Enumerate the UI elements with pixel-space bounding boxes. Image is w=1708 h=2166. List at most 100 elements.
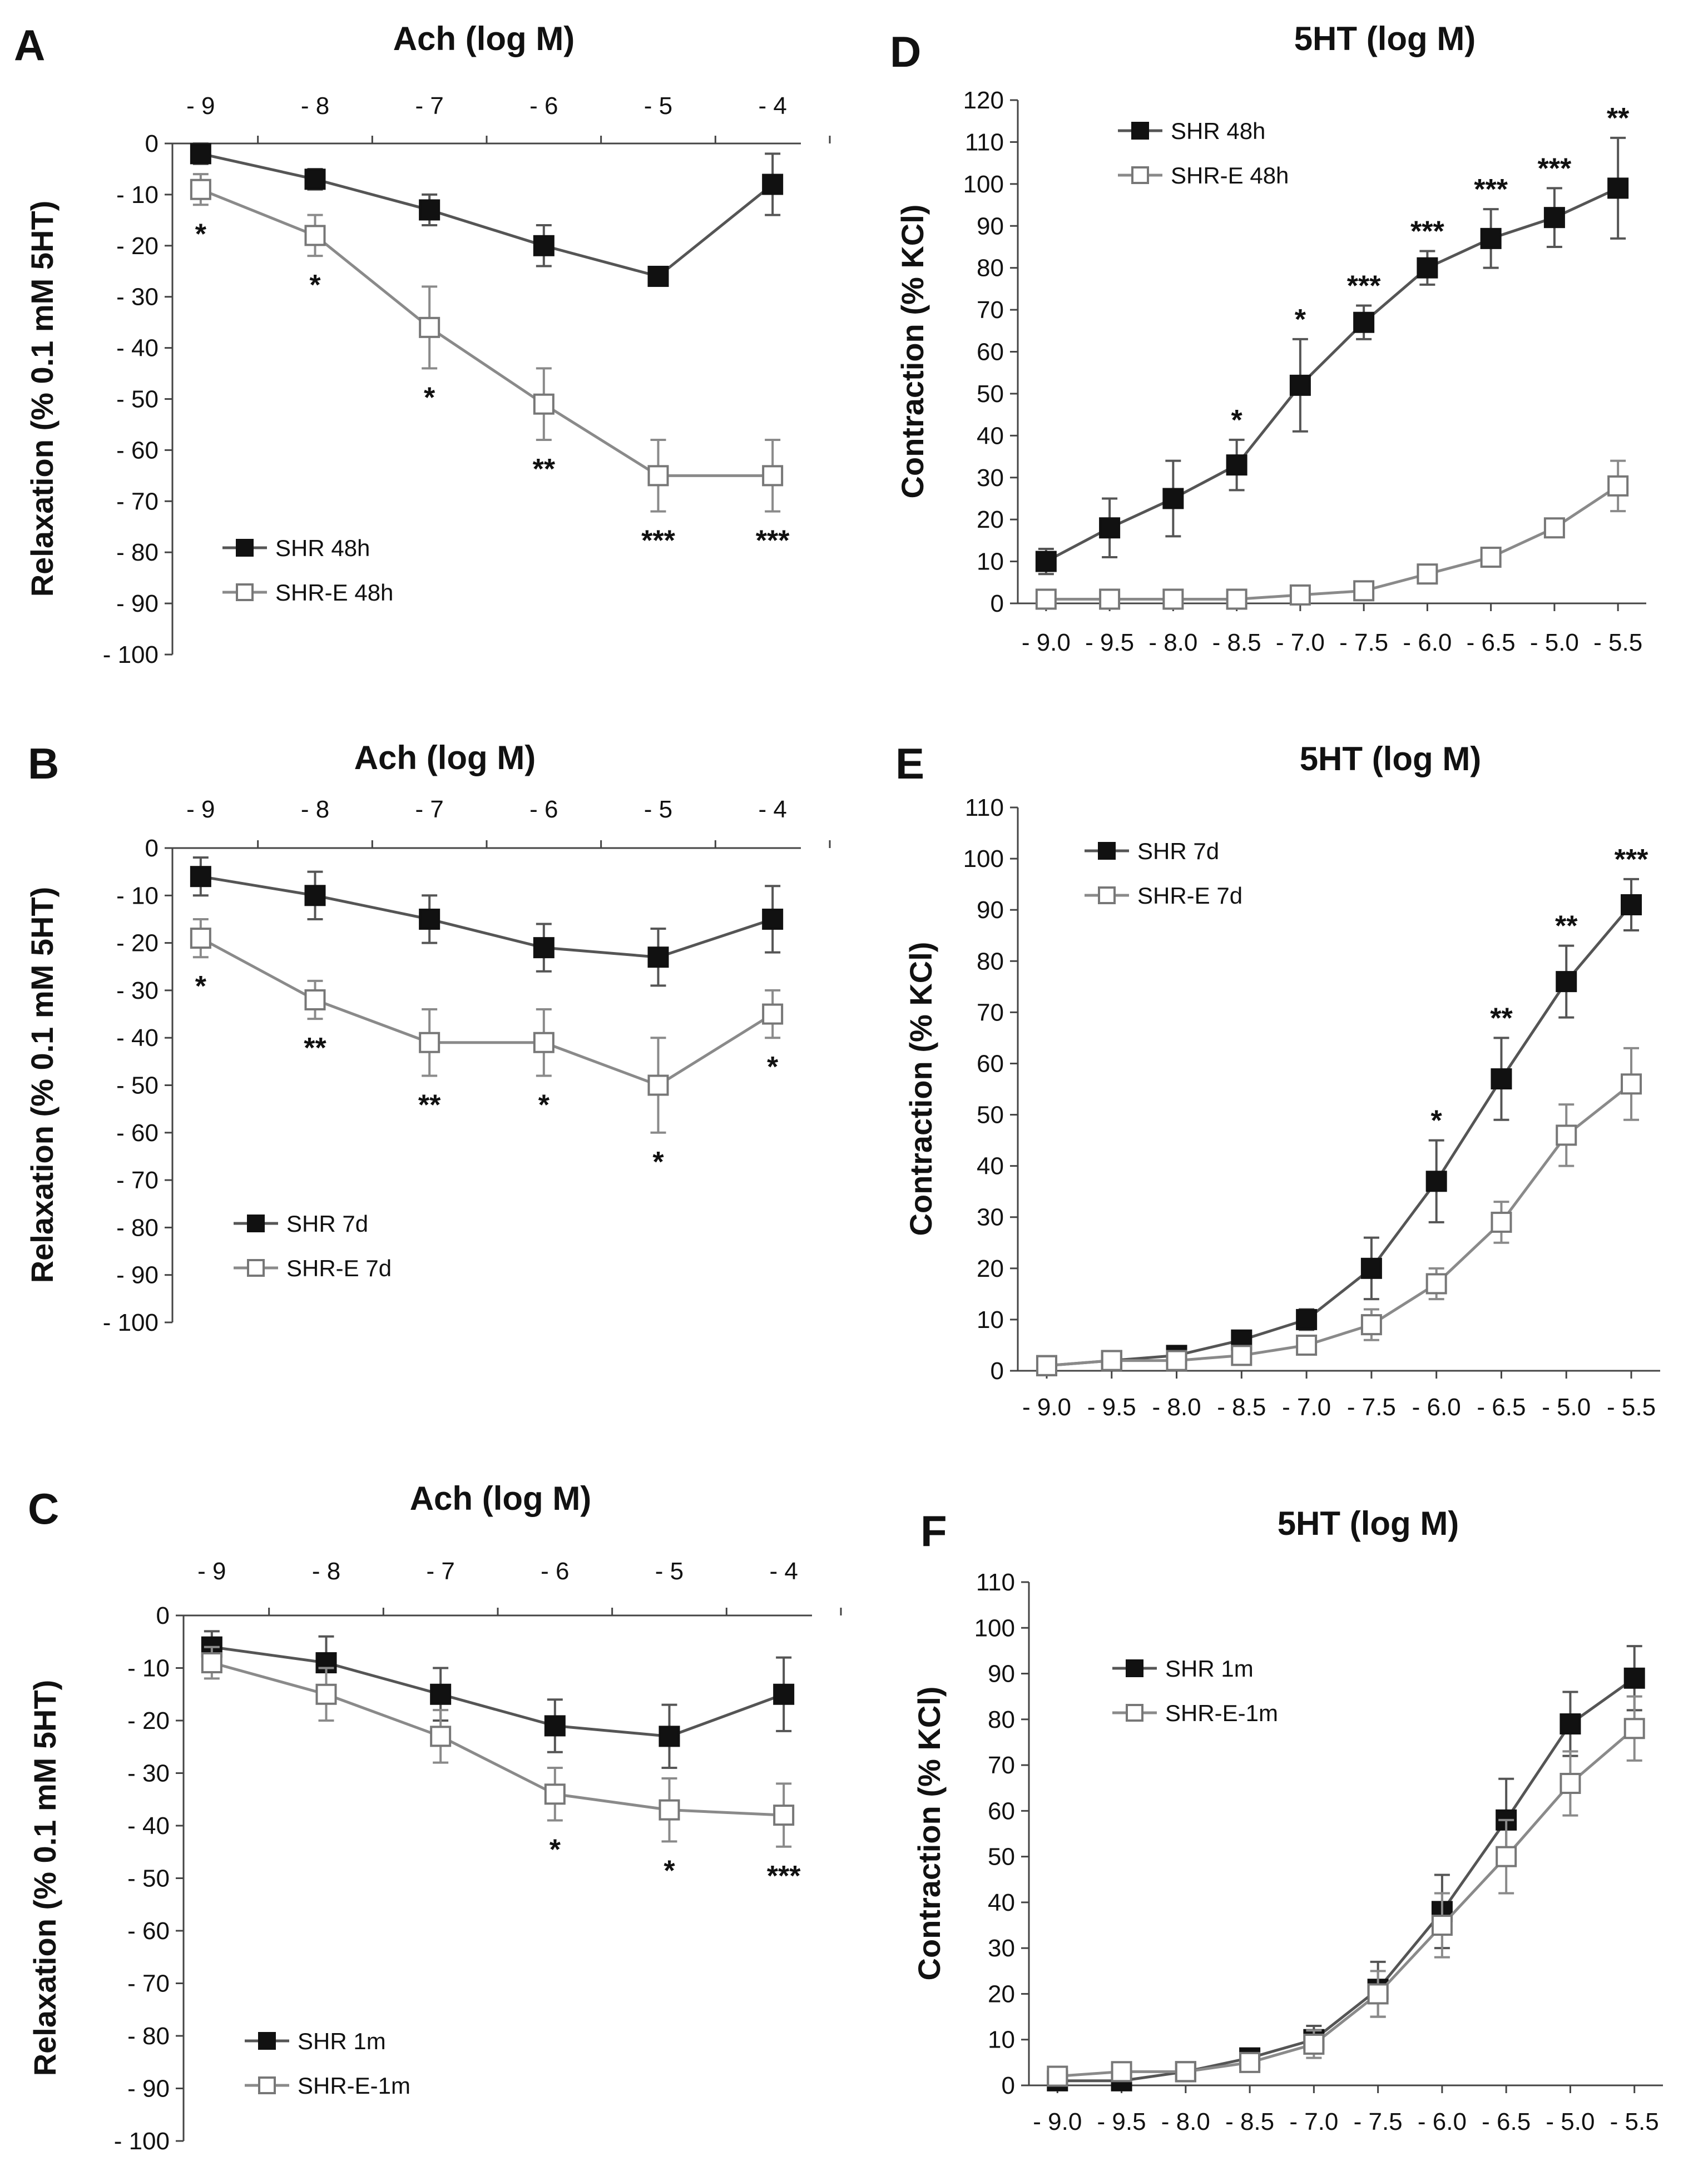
series-line-open <box>1057 1727 1636 2078</box>
y-tick-label: 30 <box>977 464 1004 492</box>
data-point-filled <box>647 946 669 968</box>
data-point-filled <box>419 908 440 930</box>
x-tick-label: - 5.0 <box>1546 2108 1595 2135</box>
y-axis-label: Relaxation (% 0.1 mM 5HT) <box>27 1680 62 2076</box>
significance-marker: ** <box>1607 102 1630 135</box>
legend-label: SHR-E 7d <box>1137 883 1242 909</box>
data-point-open <box>647 1074 669 1096</box>
data-point-open <box>1480 547 1502 568</box>
y-tick-label: - 80 <box>116 1214 159 1241</box>
data-point-filled <box>647 265 669 287</box>
y-tick-label: - 40 <box>116 1024 159 1052</box>
data-point-open <box>1101 1350 1122 1371</box>
legend-label: SHR-E 48h <box>1171 162 1289 189</box>
data-point-open <box>1491 1211 1512 1233</box>
significance-marker: ** <box>1555 910 1578 943</box>
panel-letter: B <box>28 739 59 788</box>
x-tick-label: - 7.5 <box>1347 1394 1396 1421</box>
x-tick-label: - 9.5 <box>1097 2108 1146 2135</box>
y-tick-label: 10 <box>977 1306 1004 1334</box>
significance-marker: ** <box>418 1089 441 1121</box>
y-tick-label: 70 <box>977 296 1004 324</box>
data-point-filled <box>544 1715 566 1737</box>
x-tick-label: - 6 <box>529 796 558 823</box>
data-point-open <box>1303 2033 1325 2055</box>
x-tick-label: - 8.0 <box>1148 629 1197 656</box>
significance-marker: * <box>195 970 207 1003</box>
data-point-open <box>304 225 326 246</box>
x-tick-label: - 6.0 <box>1403 629 1452 656</box>
panel-letter: F <box>920 1506 947 1555</box>
significance-marker: * <box>664 1855 675 1887</box>
x-tick-label: - 7.5 <box>1339 629 1388 656</box>
series-line-filled <box>1046 904 1632 1367</box>
x-tick-label: - 9.5 <box>1085 629 1134 656</box>
significance-marker: * <box>538 1089 550 1121</box>
y-tick-label: 60 <box>977 339 1004 366</box>
x-tick-label: - 7.0 <box>1282 1394 1331 1421</box>
x-tick-label: - 9 <box>186 92 215 120</box>
data-point-open <box>1556 1124 1577 1146</box>
panel-c: C Ach (log M) Relaxation (% 0.1 mM 5HT) 0 - … <box>27 1480 842 2155</box>
significance-marker: *** <box>1347 270 1381 303</box>
significance-marker: *** <box>1474 174 1508 206</box>
x-tick-label: - 6.0 <box>1412 1394 1461 1421</box>
y-tick-label: 40 <box>977 1153 1004 1180</box>
data-point-open <box>1353 580 1375 602</box>
x-tick-label: - 8.0 <box>1161 2108 1210 2135</box>
data-point-filled <box>1607 177 1629 199</box>
legend-label: SHR-E 48h <box>275 579 393 606</box>
data-point-filled <box>1226 454 1247 476</box>
y-tick-label: 60 <box>977 1050 1004 1077</box>
y-tick-label: - 30 <box>116 977 159 1004</box>
data-point-filled <box>1099 517 1121 539</box>
y-tick-label: - 90 <box>127 2075 170 2103</box>
data-point-filled <box>190 866 211 888</box>
data-point-open <box>1623 1718 1645 1739</box>
x-tick-label: - 8 <box>301 92 329 120</box>
panel-letter: C <box>28 1484 59 1533</box>
data-point-open <box>1296 1334 1318 1356</box>
x-tick-label: - 6.5 <box>1477 1394 1526 1421</box>
y-tick-label: 20 <box>977 1255 1004 1282</box>
x-tick-label: - 5.5 <box>1610 2108 1659 2135</box>
series-line-open <box>1046 484 1619 601</box>
data-point-open <box>1417 563 1438 585</box>
data-point-open <box>304 989 326 1010</box>
y-axis-label: Contraction (% KCl) <box>912 1687 947 1981</box>
data-point-open <box>419 1032 440 1053</box>
data-point-open <box>430 1726 452 1747</box>
x-tick-label: - 7.5 <box>1354 2108 1403 2135</box>
significance-marker: *** <box>641 525 675 557</box>
panel-title: Ach (log M) <box>393 20 575 57</box>
data-point-filled <box>1289 374 1311 396</box>
y-tick-label: - 100 <box>114 2128 170 2155</box>
legend-label: SHR-E-1m <box>1165 1700 1278 1726</box>
data-point-filled <box>1621 894 1642 915</box>
legend-marker <box>258 2076 276 2094</box>
data-point-open <box>1289 584 1311 606</box>
x-tick-label: - 5.0 <box>1530 629 1579 656</box>
data-point-filled <box>773 1683 795 1705</box>
y-tick-label: - 20 <box>116 232 159 260</box>
y-tick-label: - 40 <box>127 1812 170 1840</box>
y-tick-label: 30 <box>988 1935 1015 1962</box>
data-point-filled <box>190 143 211 165</box>
legend-label: SHR 1m <box>298 2028 386 2054</box>
data-point-filled <box>762 174 784 195</box>
y-tick-label: 100 <box>963 845 1004 873</box>
legend-label: SHR 48h <box>275 535 370 561</box>
y-tick-label: - 60 <box>116 437 159 464</box>
data-point-open <box>773 1805 795 1826</box>
panel-a: A Ach (log M) Relaxation (% 0.1 mM 5HT) 0 - … <box>14 20 831 668</box>
significance-marker: * <box>1431 1105 1443 1137</box>
x-tick-label: - 9 <box>197 1558 226 1585</box>
data-point-open <box>1226 588 1247 610</box>
y-tick-label: 80 <box>977 948 1004 975</box>
legend-marker <box>1131 166 1149 184</box>
series-line-filled <box>1045 187 1619 563</box>
panel-letter: E <box>895 739 924 788</box>
y-axis-label: Relaxation (% 0.1 mM 5HT) <box>24 887 60 1283</box>
legend-marker <box>1131 122 1149 140</box>
y-tick-label: 120 <box>963 87 1004 114</box>
